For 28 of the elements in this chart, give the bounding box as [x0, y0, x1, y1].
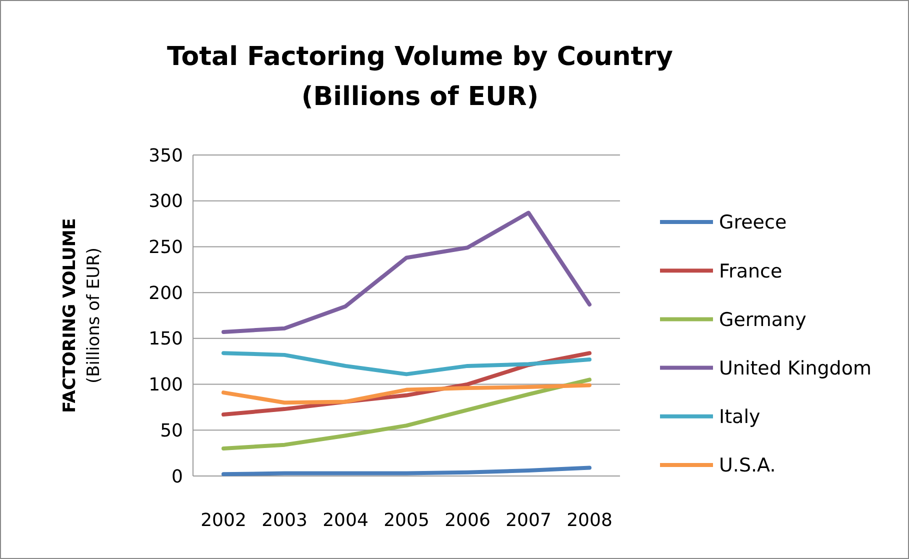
y-tick-label: 250 [148, 237, 183, 258]
line-series [222, 378, 592, 450]
x-tick-label: 2005 [384, 510, 430, 531]
legend-label: U.S.A. [719, 454, 776, 477]
legend-label: France [719, 260, 782, 282]
legend-label: Italy [719, 406, 760, 428]
y-axis-title: FACTORING VOLUME (Billions of EUR) [60, 218, 104, 413]
y-tick-label: 200 [148, 282, 183, 304]
x-tick-label: 2002 [200, 510, 246, 531]
x-tick-label: 2006 [444, 510, 490, 531]
y-tick-label: 100 [148, 374, 183, 396]
line-series [222, 466, 592, 476]
y-tick-label: 350 [148, 145, 183, 166]
x-tick-label: 2003 [262, 510, 308, 531]
y-tick-label: 0 [172, 466, 183, 488]
legend-label: United Kingdom [719, 357, 872, 380]
x-tick-label: 2004 [322, 510, 368, 531]
x-tick-label: 2007 [506, 510, 552, 531]
x-tick-label: 2008 [566, 510, 612, 531]
line-series [222, 383, 592, 405]
y-tick-label: 50 [160, 420, 183, 442]
y-tick-label: 300 [148, 191, 183, 212]
line-series [222, 351, 592, 376]
legend-label: Greece [719, 212, 787, 234]
chart-title: Total Factoring Volume by Country (Billions of EUR) [166, 42, 674, 112]
line-series [222, 210, 592, 334]
legend-label: Germany [719, 308, 806, 331]
y-tick-label: 150 [148, 328, 183, 350]
